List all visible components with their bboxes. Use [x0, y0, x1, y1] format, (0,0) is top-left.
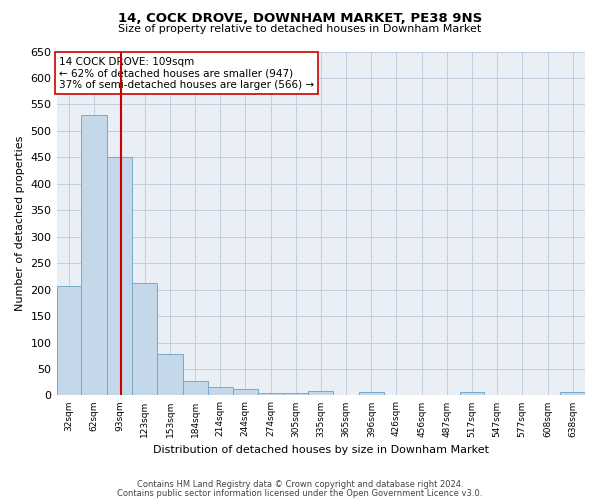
- Text: Contains HM Land Registry data © Crown copyright and database right 2024.: Contains HM Land Registry data © Crown c…: [137, 480, 463, 489]
- Bar: [257, 393, 283, 396]
- Text: Size of property relative to detached houses in Downham Market: Size of property relative to detached ho…: [118, 24, 482, 34]
- Bar: [157, 354, 183, 396]
- Bar: [560, 392, 585, 396]
- Bar: [233, 389, 257, 396]
- X-axis label: Distribution of detached houses by size in Downham Market: Distribution of detached houses by size …: [153, 445, 489, 455]
- Bar: [208, 388, 233, 396]
- Text: 14, COCK DROVE, DOWNHAM MARKET, PE38 9NS: 14, COCK DROVE, DOWNHAM MARKET, PE38 9NS: [118, 12, 482, 26]
- Bar: [82, 115, 107, 396]
- Bar: [308, 390, 333, 396]
- Bar: [460, 392, 484, 396]
- Y-axis label: Number of detached properties: Number of detached properties: [15, 136, 25, 311]
- Bar: [183, 381, 208, 396]
- Bar: [56, 286, 82, 396]
- Bar: [107, 158, 132, 396]
- Bar: [359, 392, 384, 396]
- Text: Contains public sector information licensed under the Open Government Licence v3: Contains public sector information licen…: [118, 488, 482, 498]
- Text: 14 COCK DROVE: 109sqm
← 62% of detached houses are smaller (947)
37% of semi-det: 14 COCK DROVE: 109sqm ← 62% of detached …: [59, 56, 314, 90]
- Bar: [132, 284, 157, 396]
- Bar: [283, 393, 308, 396]
